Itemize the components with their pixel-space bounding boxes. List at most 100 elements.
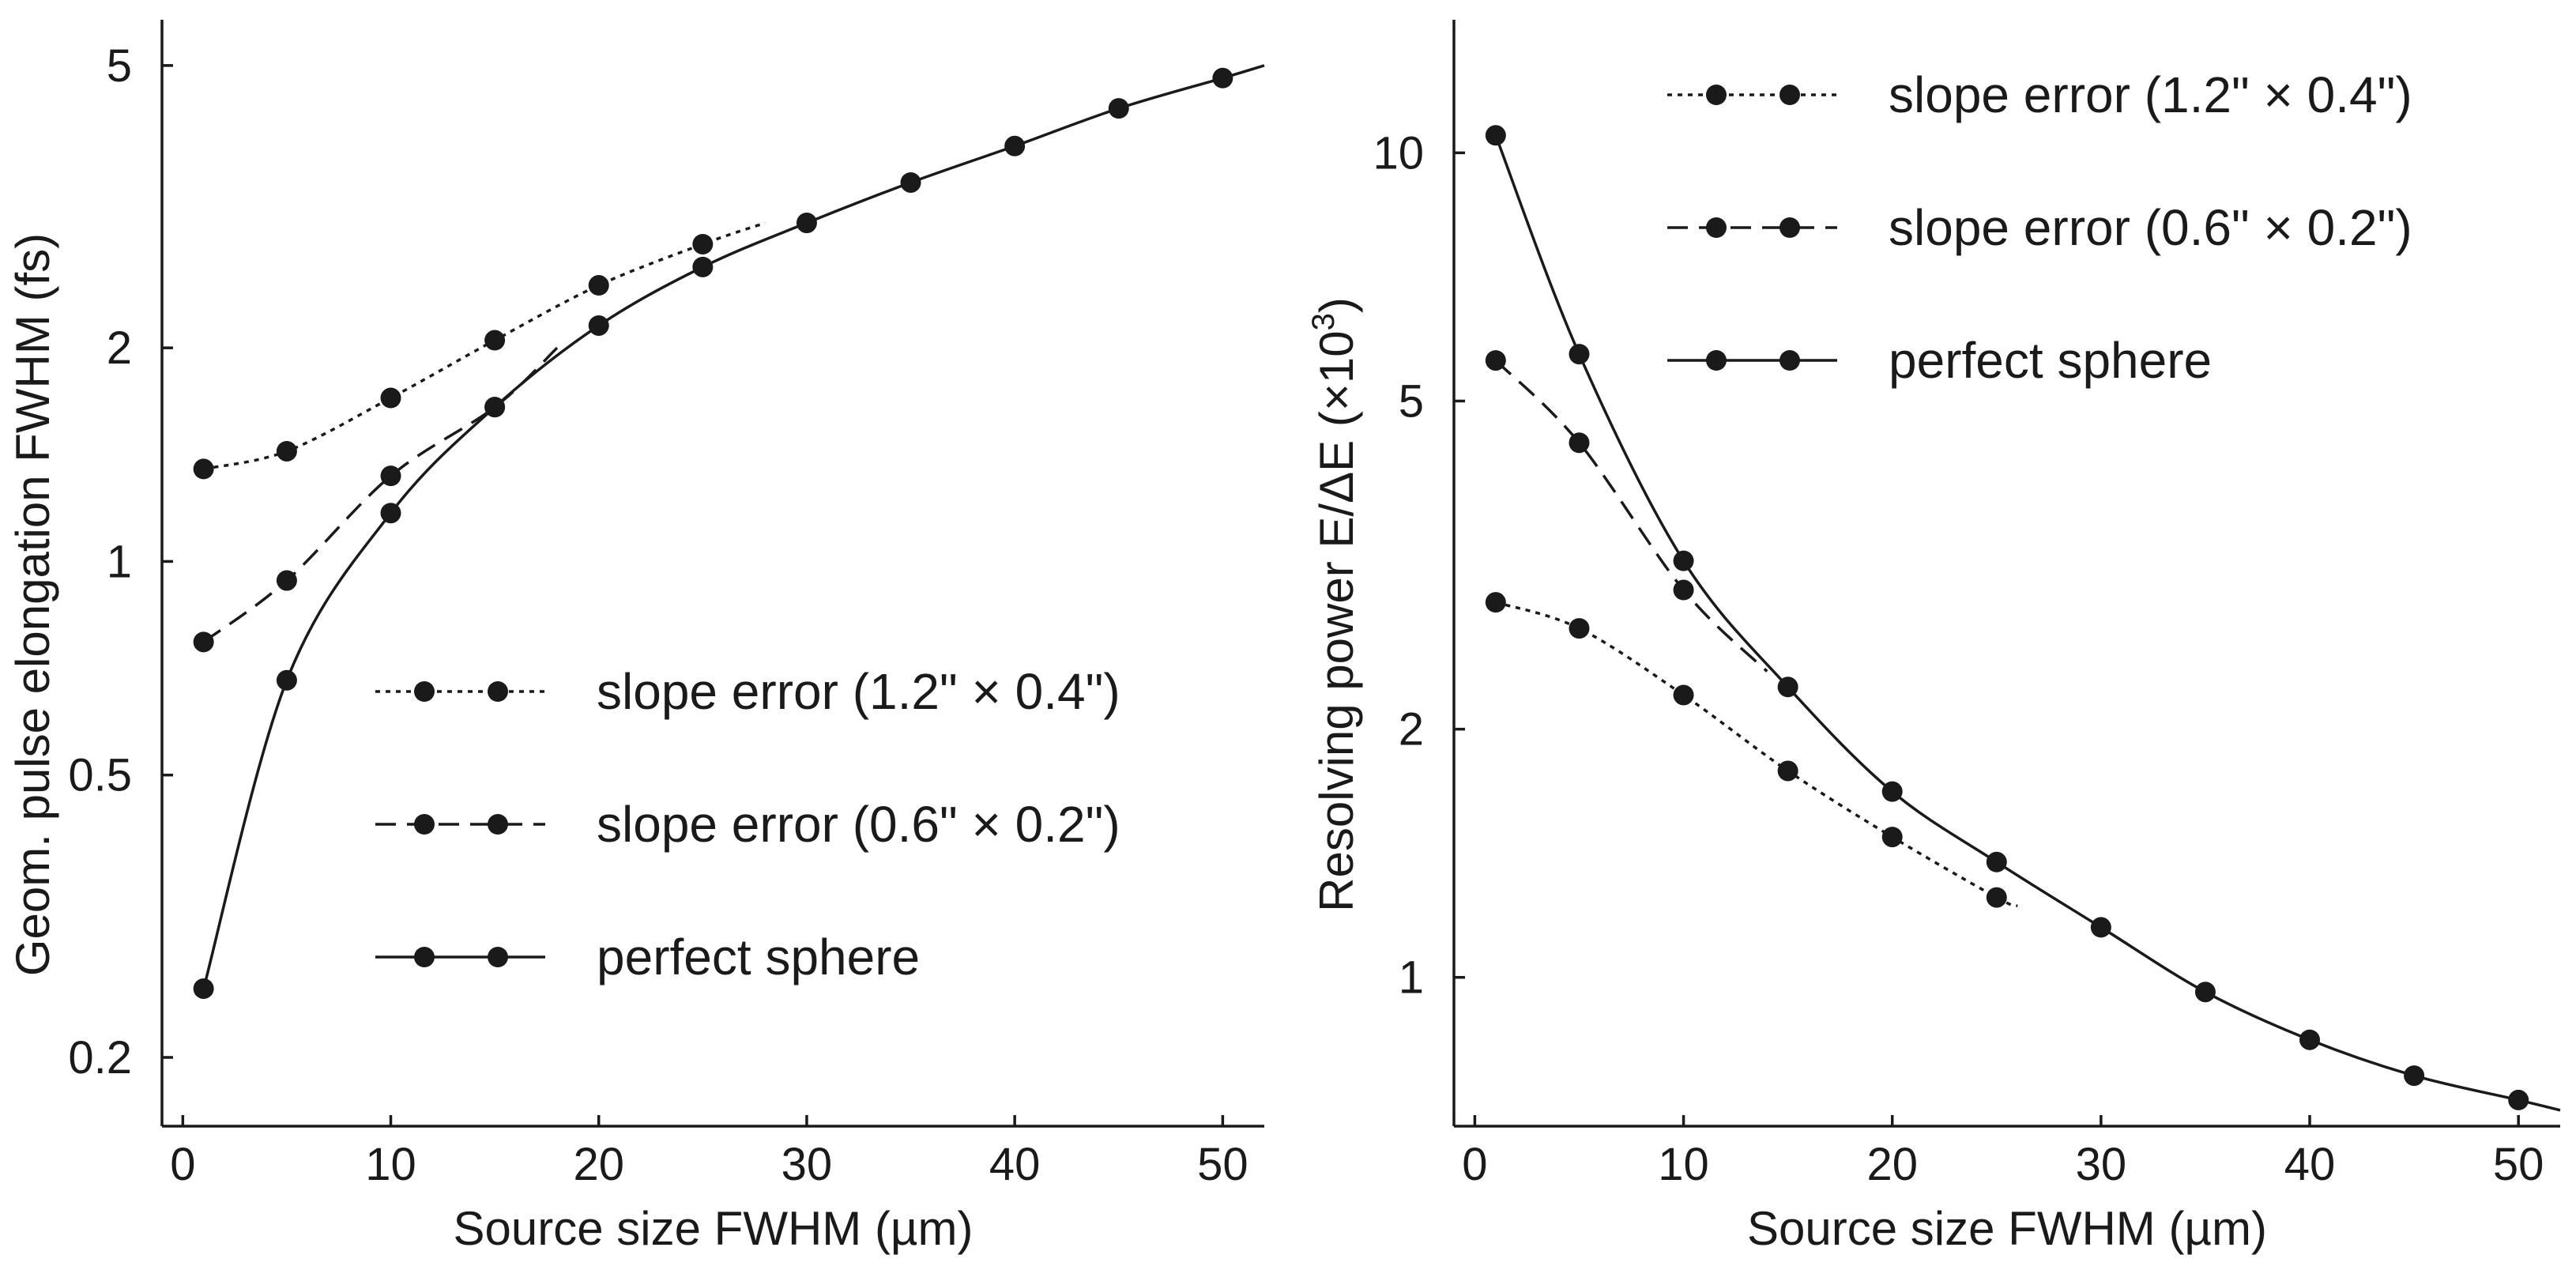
series-dotted bbox=[1485, 592, 2018, 908]
data-point bbox=[484, 397, 506, 418]
data-point bbox=[588, 275, 609, 296]
data-point bbox=[1212, 67, 1233, 89]
series-line bbox=[1495, 601, 2018, 908]
data-point bbox=[1673, 684, 1694, 706]
data-point bbox=[796, 213, 817, 234]
y-axis-label-text: Geom. pulse elongation FWHM (fs) bbox=[6, 233, 59, 976]
data-point bbox=[276, 570, 297, 591]
data-point bbox=[1004, 135, 1026, 156]
y-tick-label: 10 bbox=[1373, 127, 1424, 179]
x-tick-label: 10 bbox=[1658, 1139, 1709, 1190]
data-point bbox=[1485, 592, 1506, 613]
series-line bbox=[203, 221, 766, 471]
legend-marker bbox=[1779, 217, 1800, 238]
x-tick-label: 10 bbox=[365, 1139, 416, 1190]
data-point bbox=[1108, 98, 1129, 119]
x-tick-label: 40 bbox=[2284, 1139, 2336, 1190]
data-point bbox=[900, 171, 921, 193]
data-point bbox=[380, 503, 401, 524]
data-point bbox=[1986, 851, 2007, 872]
x-axis-label: Source size FWHM (µm) bbox=[454, 1202, 974, 1255]
x-tick-label: 30 bbox=[2076, 1139, 2127, 1190]
x-tick-label: 40 bbox=[989, 1139, 1041, 1190]
data-point bbox=[1485, 350, 1506, 371]
data-point bbox=[1777, 676, 1798, 698]
legend-label: slope error (0.6" × 0.2") bbox=[597, 796, 1120, 853]
data-point bbox=[193, 978, 214, 999]
legend-label: perfect sphere bbox=[597, 929, 920, 985]
data-point bbox=[2404, 1065, 2425, 1087]
series-dashed bbox=[1485, 350, 1768, 673]
legend-item: slope error (0.6" × 0.2") bbox=[375, 796, 1120, 853]
y-axis-label: Geom. pulse elongation FWHM (fs) bbox=[6, 233, 59, 976]
legend-marker bbox=[488, 681, 508, 702]
series-dashed bbox=[193, 346, 559, 653]
series-solid bbox=[193, 64, 1265, 999]
y-tick-label: 5 bbox=[1399, 375, 1424, 427]
data-point bbox=[1673, 579, 1694, 601]
data-point bbox=[1485, 125, 1506, 146]
data-point bbox=[193, 458, 214, 480]
legend-marker bbox=[1779, 85, 1800, 105]
x-tick-label: 50 bbox=[2493, 1139, 2544, 1190]
data-point bbox=[588, 315, 609, 336]
data-point bbox=[193, 631, 214, 653]
series-solid bbox=[1485, 125, 2561, 1112]
legend-item: slope error (1.2" × 0.4") bbox=[1667, 66, 2412, 123]
legend: slope error (1.2" × 0.4") slope error (0.… bbox=[375, 663, 1120, 985]
y-tick-label: 5 bbox=[107, 40, 132, 92]
data-point bbox=[276, 440, 297, 462]
series-line bbox=[201, 64, 1265, 989]
data-point bbox=[2508, 1089, 2529, 1110]
legend-item: slope error (1.2" × 0.4") bbox=[375, 663, 1120, 720]
legend-marker bbox=[1706, 217, 1727, 238]
data-point bbox=[2194, 982, 2216, 1003]
legend-label: slope error (0.6" × 0.2") bbox=[1889, 199, 2412, 256]
y-axis-label: Resolving power E/ΔE (×103) bbox=[1306, 297, 1363, 912]
legend-marker bbox=[414, 814, 435, 835]
data-point bbox=[1881, 781, 1903, 802]
data-point bbox=[1986, 887, 2007, 908]
data-point bbox=[380, 465, 401, 487]
data-point bbox=[276, 669, 297, 691]
legend-marker bbox=[488, 947, 508, 967]
data-point bbox=[692, 233, 714, 254]
y-tick-label: 1 bbox=[1399, 952, 1424, 1004]
y-axis-label-close: ) bbox=[1310, 297, 1363, 313]
legend-marker bbox=[1706, 350, 1727, 371]
series-line bbox=[1494, 359, 1768, 673]
legend-item: perfect sphere bbox=[1667, 332, 2212, 389]
y-tick-label: 2 bbox=[1399, 704, 1424, 756]
x-tick-label: 50 bbox=[1197, 1139, 1248, 1190]
legend-marker bbox=[414, 947, 435, 967]
legend-label: perfect sphere bbox=[1889, 332, 2212, 389]
legend-label: slope error (1.2" × 0.4") bbox=[597, 663, 1120, 720]
series-dotted bbox=[193, 221, 766, 480]
legend-marker bbox=[414, 681, 435, 702]
legend-item: slope error (0.6" × 0.2") bbox=[1667, 199, 2412, 256]
data-point bbox=[2299, 1029, 2321, 1050]
legend-marker bbox=[1706, 85, 1727, 105]
legend-item: perfect sphere bbox=[375, 929, 920, 985]
y-tick-label: 0.5 bbox=[68, 750, 132, 801]
x-tick-label: 20 bbox=[1866, 1139, 1918, 1190]
x-tick-label: 20 bbox=[573, 1139, 624, 1190]
chart-left: 0 10 20 30 40 50 0.2 0.5 1 2 5 Source size FWHM (µm… bbox=[6, 20, 1265, 1255]
legend-marker bbox=[1779, 350, 1800, 371]
data-point bbox=[1569, 618, 1590, 639]
x-axis-label: Source size FWHM (µm) bbox=[1747, 1202, 2267, 1255]
x-tick-label: 30 bbox=[781, 1139, 833, 1190]
data-point bbox=[380, 387, 401, 409]
data-point bbox=[692, 256, 714, 277]
data-point bbox=[484, 330, 506, 351]
legend: slope error (1.2" × 0.4") slope error (0.… bbox=[1667, 66, 2412, 389]
data-point bbox=[1569, 344, 1590, 365]
series-line bbox=[202, 346, 559, 643]
legend-label: slope error (1.2" × 0.4") bbox=[1889, 66, 2412, 123]
y-tick-label: 1 bbox=[107, 536, 132, 587]
y-tick-label: 0.2 bbox=[68, 1032, 132, 1083]
chart-right: 0 10 20 30 40 50 1 2 5 10 Source size FWHM (µm) Res… bbox=[1306, 20, 2561, 1255]
data-point bbox=[1777, 760, 1798, 782]
data-point bbox=[2090, 917, 2111, 938]
